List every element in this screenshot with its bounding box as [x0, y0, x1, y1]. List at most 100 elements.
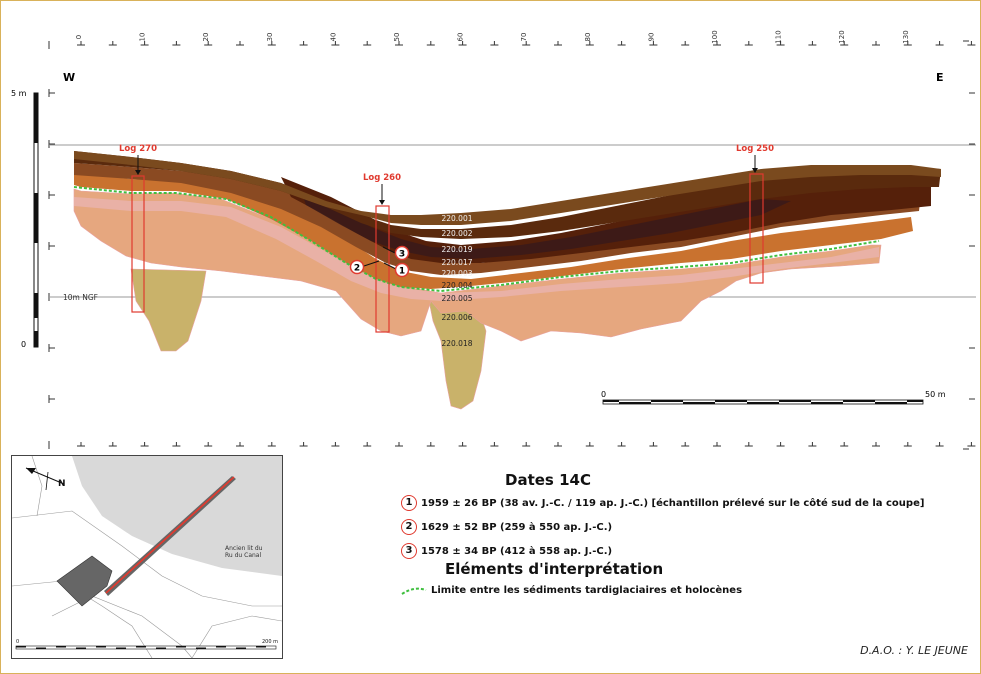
scale-block — [859, 400, 875, 402]
marker-2-label: 2 — [354, 264, 360, 274]
map-scale-block — [56, 646, 66, 648]
log-250-label: Log 250 — [736, 144, 774, 154]
top-ruler: 0 10 20 30 40 50 60 70 80 90 100 110 120 130 — [75, 30, 976, 46]
map-scale-start: 0 — [16, 639, 19, 645]
north-arrow-icon: N — [25, 467, 66, 491]
scale-block — [651, 400, 667, 402]
scale-block — [779, 400, 795, 402]
layer-220-001 — [74, 151, 941, 225]
horizontal-scale-start: 0 — [601, 390, 606, 399]
map-scale-block — [76, 647, 86, 649]
marker-1 — [394, 262, 410, 278]
marker-1-label: 1 — [399, 267, 405, 277]
scale-block — [763, 402, 779, 404]
interpretation-text: Limite entre les sédiments tardiglaciair… — [431, 584, 743, 596]
marker-3-label: 3 — [399, 250, 405, 260]
location-map-drawing: Ancien lit du Ru du Canal N 0 200 m — [11, 455, 283, 659]
ngf-label: 10m NGF — [63, 293, 98, 302]
ruler-tick-label: 70 — [520, 33, 528, 42]
dates-title: Dates 14C — [505, 471, 591, 489]
ruler-tick-label: 10 — [139, 33, 147, 42]
sediment-layers — [73, 151, 941, 410]
scale-block — [811, 402, 827, 404]
scale-block — [699, 402, 715, 404]
unit-label: 220.004 — [441, 281, 472, 290]
marker-3 — [394, 245, 410, 261]
ruler-tick-label: 50 — [393, 33, 401, 42]
vertical-scale-bottom-label: 0 — [21, 340, 26, 349]
layer-220-004 — [74, 173, 913, 289]
map-scale-block — [16, 646, 26, 648]
log-260: Log 260 — [363, 173, 401, 333]
marker-2 — [349, 259, 365, 275]
ruler-tick-label: 20 — [202, 33, 210, 42]
map-scale-block — [236, 647, 246, 649]
scale-block — [875, 402, 891, 404]
scale-block — [907, 400, 923, 402]
unit-label: 220.017 — [441, 258, 472, 267]
unit-label: 220.002 — [441, 229, 472, 238]
ruler-tick-label: 100 — [711, 30, 719, 43]
log-250: Log 250 — [736, 144, 774, 284]
west-label: W — [63, 71, 75, 84]
unit-label: 220.001 — [441, 214, 472, 223]
scale-block — [731, 400, 747, 402]
vertical-scale-top-label: 5 m — [11, 89, 27, 98]
date-number-badge: 1 — [401, 495, 417, 511]
left-ruler — [48, 89, 55, 403]
log-260-label: Log 260 — [363, 173, 401, 183]
unit-label: 220.006 — [441, 313, 472, 322]
credit: D.A.O. : Y. LE JEUNE — [860, 644, 968, 657]
green-dashed-line-icon — [401, 587, 427, 595]
date-row-3: 3 1578 ± 34 BP (412 à 558 ap. J.-C.) — [401, 543, 612, 559]
map-scale-block — [176, 646, 186, 648]
map-scale-block — [216, 646, 226, 648]
location-map: Ancien lit du Ru du Canal N 0 200 m — [11, 455, 283, 659]
date-row-1: 1 1959 ± 26 BP (38 av. J.-C. / 119 ap. J… — [401, 495, 924, 511]
unit-label: 220.005 — [441, 294, 472, 303]
bottom-ruler — [77, 442, 976, 447]
horizontal-scale-bar: 0 50 m — [601, 390, 946, 405]
map-scale-block — [36, 647, 46, 649]
ruler-tick-label: 60 — [457, 33, 465, 42]
ruler-tick-label: 0 — [75, 35, 83, 39]
scale-block — [843, 400, 859, 402]
map-scale-block — [156, 647, 166, 649]
date-text: 1629 ± 52 BP (259 à 550 ap. J.-C.) — [421, 521, 613, 533]
scale-block — [747, 402, 763, 404]
layer-220-017 — [281, 177, 931, 263]
ruler-tick-label: 130 — [902, 30, 910, 43]
ruler-tick-label: 30 — [266, 33, 274, 42]
unit-label: 220.019 — [441, 245, 472, 254]
scale-block — [603, 400, 619, 402]
interpretation-item: Limite entre les sédiments tardiglaciair… — [401, 584, 742, 596]
ruler-frame — [48, 40, 969, 450]
stratigraphic-section: 0 10 20 30 40 50 60 70 80 90 100 110 120 130 W E 5 m … — [11, 30, 976, 450]
layer-220-019 — [301, 191, 791, 259]
map-scale-block — [116, 647, 126, 649]
unit-label: 220.003 — [441, 269, 472, 278]
ruler-tick-label: 80 — [584, 33, 592, 42]
scale-block — [667, 400, 683, 402]
north-label: N — [58, 479, 66, 489]
date-number-badge: 3 — [401, 543, 417, 559]
scale-block — [683, 402, 699, 404]
date-text: 1578 ± 34 BP (412 à 558 ap. J.-C.) — [421, 545, 613, 557]
ruler-tick-label: 40 — [329, 33, 337, 42]
horizontal-scale-end: 50 m — [925, 390, 946, 399]
ruler-tick-label: 110 — [775, 30, 783, 43]
layer-220-002 — [74, 151, 941, 239]
interpretation-title: Eléments d'interprétation — [445, 560, 664, 578]
unit-labels: 220.001 220.002 220.019 220.017 220.003 … — [441, 214, 472, 348]
vertical-scale-bar: 5 m 0 — [11, 89, 39, 349]
log-270-label: Log 270 — [119, 144, 157, 154]
ruler-tick-label: 120 — [838, 30, 846, 43]
scale-block — [635, 402, 651, 404]
date-text: 1959 ± 26 BP (38 av. J.-C. / 119 ap. J.-… — [421, 497, 925, 509]
date-row-2: 2 1629 ± 52 BP (259 à 550 ap. J.-C.) — [401, 519, 612, 535]
ruler-tick-label: 90 — [647, 33, 655, 42]
date-number-badge: 2 — [401, 519, 417, 535]
right-ruler — [969, 92, 975, 400]
east-label: E — [936, 71, 944, 84]
